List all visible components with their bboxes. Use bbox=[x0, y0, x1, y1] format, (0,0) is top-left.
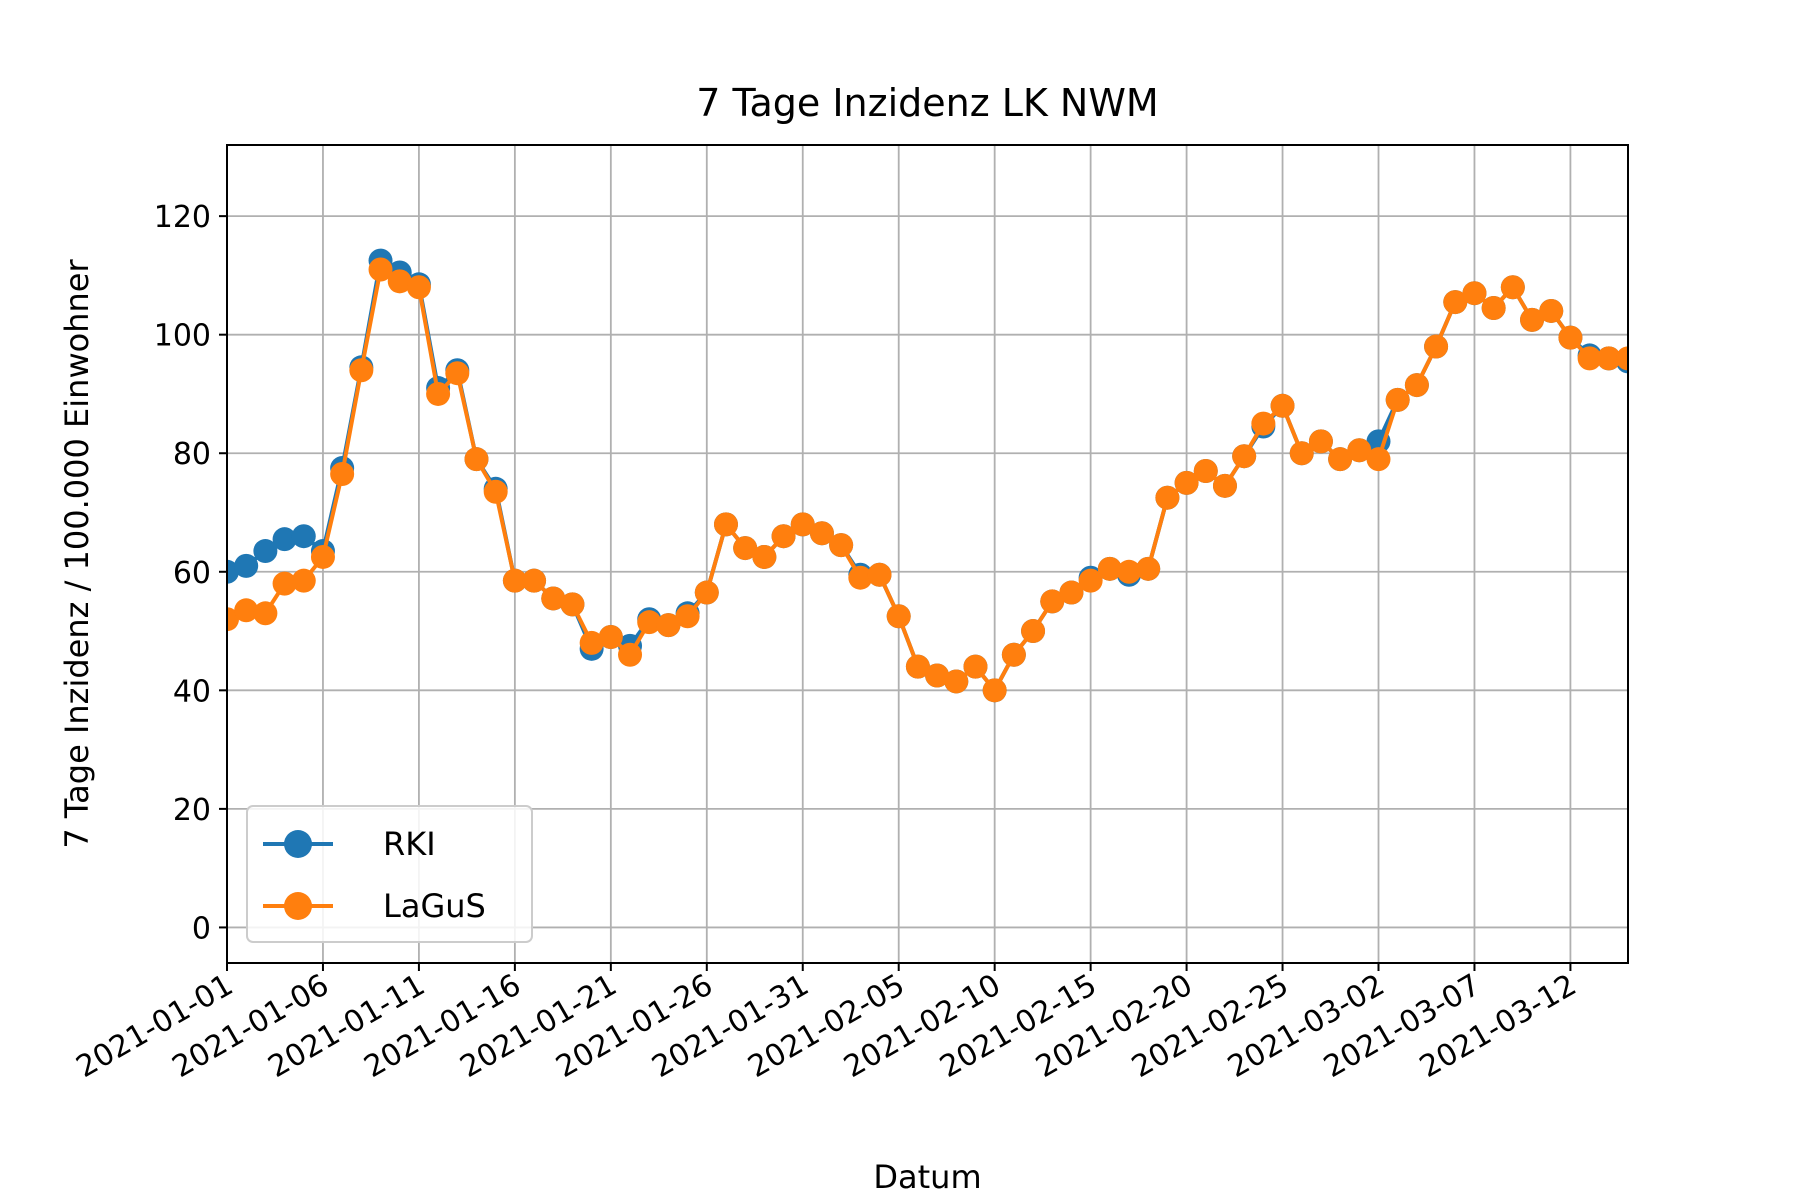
data-point-lagus bbox=[1481, 296, 1506, 321]
data-point-lagus bbox=[675, 604, 700, 629]
data-point-lagus bbox=[234, 598, 259, 623]
data-point-lagus bbox=[848, 565, 873, 590]
data-point-lagus bbox=[1366, 447, 1391, 472]
data-point-lagus bbox=[330, 461, 355, 486]
data-point-lagus bbox=[1558, 325, 1583, 350]
data-point-lagus bbox=[464, 447, 489, 472]
data-point-lagus bbox=[1174, 470, 1199, 495]
data-point-lagus bbox=[656, 613, 681, 638]
data-point-rki bbox=[272, 527, 297, 552]
grid-lines bbox=[226, 145, 1628, 963]
data-point-lagus bbox=[1328, 447, 1353, 472]
data-point-lagus bbox=[310, 544, 335, 569]
data-point-rki bbox=[234, 553, 259, 578]
data-point-lagus bbox=[1155, 485, 1180, 510]
data-point-lagus bbox=[1500, 275, 1525, 300]
series-layer bbox=[227, 248, 1628, 703]
data-point-lagus bbox=[1616, 346, 1628, 371]
series-line-rki bbox=[227, 258, 1628, 693]
data-point-lagus bbox=[1059, 580, 1084, 605]
y-tick-label: 120 bbox=[154, 200, 211, 235]
plot-frame bbox=[226, 144, 1629, 964]
data-point-lagus bbox=[368, 257, 393, 282]
data-point-rki bbox=[253, 539, 278, 564]
data-point-lagus bbox=[426, 381, 451, 406]
y-tick-label: 80 bbox=[173, 437, 211, 472]
data-point-lagus bbox=[291, 568, 316, 593]
data-point-lagus bbox=[272, 571, 297, 596]
data-point-lagus bbox=[1404, 373, 1429, 398]
y-tick-label: 40 bbox=[173, 674, 211, 709]
y-axis-label: 7 Tage Inzidenz / 100.000 Einwohner bbox=[58, 259, 96, 849]
x-axis-label: Datum bbox=[873, 1158, 981, 1196]
data-point-lagus bbox=[1443, 290, 1468, 315]
data-point-lagus bbox=[963, 654, 988, 679]
legend: RKI LaGuS bbox=[246, 805, 533, 943]
data-point-lagus bbox=[1097, 556, 1122, 581]
y-tick-label: 20 bbox=[173, 793, 211, 828]
data-point-lagus bbox=[1001, 642, 1026, 667]
legend-marker bbox=[284, 892, 312, 920]
y-tick-label: 60 bbox=[173, 556, 211, 591]
data-point-lagus bbox=[1040, 589, 1065, 614]
data-point-lagus bbox=[579, 630, 604, 655]
data-point-lagus bbox=[867, 562, 892, 587]
data-point-lagus bbox=[925, 663, 950, 688]
data-point-lagus bbox=[1212, 473, 1237, 498]
data-point-rki bbox=[291, 524, 316, 549]
data-point-lagus bbox=[1021, 619, 1046, 644]
y-tick-label: 0 bbox=[192, 911, 211, 946]
data-point-lagus bbox=[253, 601, 278, 626]
data-point-lagus bbox=[1520, 307, 1545, 332]
data-point-lagus bbox=[598, 624, 623, 649]
data-point-lagus bbox=[349, 358, 374, 383]
data-point-lagus bbox=[1539, 298, 1564, 323]
data-point-lagus bbox=[982, 678, 1007, 703]
data-point-lagus bbox=[1347, 438, 1372, 463]
data-point-lagus bbox=[1117, 559, 1142, 584]
data-point-lagus bbox=[406, 275, 431, 300]
data-point-lagus bbox=[829, 533, 854, 558]
data-point-lagus bbox=[1596, 346, 1621, 371]
data-point-lagus bbox=[387, 269, 412, 294]
data-point-lagus bbox=[886, 604, 911, 629]
axis-ticks: 0204060801001202021-01-012021-01-062021-… bbox=[71, 200, 1583, 1085]
data-point-lagus bbox=[713, 512, 738, 537]
data-point-lagus bbox=[809, 521, 834, 546]
data-point-lagus bbox=[1251, 411, 1276, 436]
legend-marker bbox=[284, 830, 312, 858]
data-point-lagus bbox=[1270, 393, 1295, 418]
data-point-lagus bbox=[560, 592, 585, 617]
data-point-lagus bbox=[618, 642, 643, 667]
data-point-lagus bbox=[944, 669, 969, 694]
data-point-lagus bbox=[1462, 281, 1487, 306]
data-point-lagus bbox=[694, 580, 719, 605]
data-point-lagus bbox=[445, 361, 470, 386]
data-point-lagus bbox=[502, 568, 527, 593]
data-point-lagus bbox=[1193, 459, 1218, 484]
data-point-lagus bbox=[483, 479, 508, 504]
data-point-lagus bbox=[1232, 444, 1257, 469]
data-point-lagus bbox=[905, 654, 930, 679]
data-point-lagus bbox=[771, 524, 796, 549]
legend-label: LaGuS bbox=[383, 887, 486, 925]
y-tick-label: 100 bbox=[154, 319, 211, 354]
data-point-lagus bbox=[522, 568, 547, 593]
data-point-lagus bbox=[790, 512, 815, 537]
data-point-lagus bbox=[541, 586, 566, 611]
data-point-lagus bbox=[1385, 387, 1410, 412]
data-point-lagus bbox=[1577, 346, 1602, 371]
data-point-lagus bbox=[752, 544, 777, 569]
series-line-lagus bbox=[227, 267, 1628, 693]
data-point-lagus bbox=[1136, 556, 1161, 581]
data-point-lagus bbox=[1289, 441, 1314, 466]
data-point-lagus bbox=[733, 536, 758, 561]
data-point-lagus bbox=[1078, 568, 1103, 593]
data-point-lagus bbox=[1424, 334, 1449, 359]
chart-title: 7 Tage Inzidenz LK NWM bbox=[696, 81, 1158, 125]
legend-label: RKI bbox=[383, 825, 436, 863]
data-point-lagus bbox=[1308, 429, 1333, 454]
data-point-lagus bbox=[637, 610, 662, 635]
